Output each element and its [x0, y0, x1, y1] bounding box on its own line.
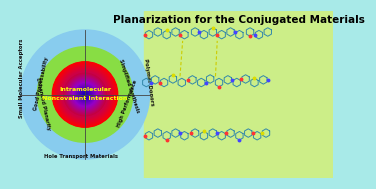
Circle shape	[84, 94, 86, 95]
Circle shape	[81, 90, 89, 99]
Circle shape	[55, 65, 115, 124]
Circle shape	[56, 65, 114, 124]
Circle shape	[70, 79, 100, 110]
Circle shape	[71, 81, 99, 108]
Circle shape	[73, 83, 97, 106]
Circle shape	[68, 78, 102, 111]
Circle shape	[53, 63, 117, 126]
Circle shape	[57, 67, 113, 122]
Text: Noncovalent Interaction: Noncovalent Interaction	[42, 96, 128, 101]
Circle shape	[37, 47, 133, 142]
Circle shape	[73, 82, 97, 107]
Circle shape	[55, 64, 116, 125]
Circle shape	[72, 82, 98, 107]
Circle shape	[57, 66, 113, 123]
Circle shape	[21, 30, 150, 159]
Text: Polymer Donors: Polymer Donors	[143, 58, 155, 106]
Circle shape	[54, 64, 116, 125]
Circle shape	[83, 93, 86, 96]
Text: Good Processability: Good Processability	[33, 57, 49, 111]
Circle shape	[80, 89, 90, 100]
Circle shape	[61, 70, 109, 119]
Circle shape	[56, 66, 114, 123]
Text: Hole Transport Materials: Hole Transport Materials	[44, 154, 118, 159]
Circle shape	[65, 74, 105, 115]
Circle shape	[74, 84, 96, 105]
Circle shape	[56, 66, 114, 123]
Circle shape	[82, 92, 88, 97]
Circle shape	[84, 93, 86, 96]
Circle shape	[76, 85, 94, 104]
Circle shape	[53, 63, 117, 126]
Text: Simplified Synthesis: Simplified Synthesis	[118, 58, 140, 113]
Circle shape	[70, 79, 100, 110]
Circle shape	[71, 81, 99, 108]
Circle shape	[77, 87, 93, 102]
Circle shape	[79, 88, 91, 101]
Circle shape	[64, 73, 107, 116]
Circle shape	[67, 77, 103, 112]
Circle shape	[76, 85, 94, 104]
Circle shape	[80, 90, 90, 99]
Circle shape	[59, 69, 111, 120]
Text: Intramolecular: Intramolecular	[59, 87, 111, 92]
Text: Enhanced Planarity: Enhanced Planarity	[35, 77, 51, 130]
Circle shape	[64, 74, 106, 115]
Circle shape	[58, 67, 112, 122]
Circle shape	[74, 83, 97, 106]
Circle shape	[74, 84, 96, 105]
Circle shape	[78, 88, 92, 101]
Circle shape	[80, 90, 89, 99]
Circle shape	[83, 92, 88, 97]
Circle shape	[67, 76, 103, 113]
Circle shape	[61, 70, 109, 119]
Text: High Performance: High Performance	[117, 79, 138, 128]
Circle shape	[62, 72, 108, 117]
Circle shape	[61, 71, 109, 118]
Circle shape	[53, 62, 117, 127]
Circle shape	[52, 62, 118, 127]
Circle shape	[72, 81, 98, 108]
Circle shape	[70, 80, 100, 109]
Circle shape	[62, 71, 108, 118]
Circle shape	[58, 67, 112, 122]
Circle shape	[75, 85, 95, 104]
Circle shape	[75, 84, 95, 105]
Circle shape	[81, 91, 89, 98]
Circle shape	[65, 75, 105, 114]
Circle shape	[59, 68, 111, 121]
Circle shape	[66, 76, 104, 113]
Circle shape	[79, 88, 91, 101]
Circle shape	[65, 74, 105, 115]
Circle shape	[71, 80, 99, 109]
Circle shape	[55, 64, 115, 125]
Circle shape	[60, 70, 110, 119]
Circle shape	[76, 86, 94, 103]
Circle shape	[69, 78, 102, 111]
Circle shape	[78, 87, 92, 102]
Circle shape	[60, 69, 110, 120]
Circle shape	[69, 79, 101, 110]
Circle shape	[67, 77, 103, 112]
Text: Planarization for the Conjugated Materials: Planarization for the Conjugated Materia…	[112, 15, 364, 25]
Circle shape	[68, 77, 102, 112]
Circle shape	[62, 72, 108, 117]
Circle shape	[83, 92, 87, 97]
Text: Small Molecular Acceptors: Small Molecular Acceptors	[19, 39, 24, 118]
Circle shape	[58, 68, 112, 121]
Circle shape	[64, 73, 106, 116]
Bar	[144, 11, 334, 178]
Circle shape	[63, 72, 107, 117]
Circle shape	[66, 75, 104, 114]
Circle shape	[79, 89, 91, 100]
Circle shape	[77, 86, 93, 103]
Circle shape	[82, 91, 88, 98]
